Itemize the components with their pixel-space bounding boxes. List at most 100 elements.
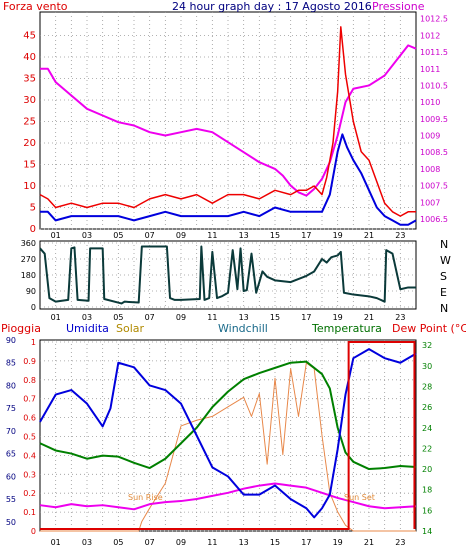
temp-x-tick-13: 13: [239, 538, 249, 547]
wind-ytick-10: 10: [23, 181, 36, 192]
wind-x-tick-17: 17: [301, 231, 311, 240]
temp-x-tick-09: 09: [176, 538, 186, 547]
wind-x-tick-01: 01: [51, 231, 61, 240]
wind-x-tick-11: 11: [207, 231, 217, 240]
direction-x-tick-13: 13: [239, 313, 249, 322]
direction-x-tick-09: 09: [176, 313, 186, 322]
temperature-ytick-24: 24: [422, 424, 432, 433]
wind-ytick-0: 0: [30, 224, 36, 235]
pressure-ytick-1011.5: 1011.5: [420, 48, 448, 57]
rain-ytick-0.7: 0.7: [23, 395, 36, 404]
compass-s: S: [440, 270, 447, 283]
temperature-ytick-14: 14: [422, 527, 432, 536]
direction-x-tick-17: 17: [301, 313, 311, 322]
temp-x-tick-21: 21: [364, 538, 374, 547]
temperature-ytick-22: 22: [422, 444, 432, 453]
temperature-ytick-32: 32: [422, 341, 432, 350]
wind-avg-line: [40, 133, 417, 226]
pressure-ytick-1006.5: 1006.5: [420, 215, 448, 224]
pressure-ytick-1010.5: 1010.5: [420, 81, 448, 90]
temp-x-tick-05: 05: [113, 538, 123, 547]
chart-title: 24 hour graph day : 17 Agosto 2016: [172, 0, 372, 13]
direction-line: [39, 245, 416, 305]
direction-x-tick-19: 19: [333, 313, 343, 322]
temp-x-tick-19: 19: [333, 538, 343, 547]
temp-x-tick-07: 07: [145, 538, 155, 547]
humidity-ytick-70: 70: [6, 427, 16, 436]
pressure-ytick-1009.5: 1009.5: [420, 115, 448, 124]
rain-line: [40, 341, 416, 530]
compass-e: E: [440, 286, 447, 299]
temperature-ytick-16: 16: [422, 506, 432, 515]
temperature-ytick-18: 18: [422, 486, 432, 495]
solar-line: [40, 362, 416, 532]
rain-ytick-0.6: 0.6: [23, 414, 36, 423]
legend-umidita: Umidita: [66, 322, 109, 335]
humidity-ytick-75: 75: [6, 404, 16, 413]
rain-ytick-0.2: 0.2: [23, 489, 36, 498]
compass-w: W: [440, 254, 451, 267]
rain-ytick-0.9: 0.9: [23, 357, 36, 366]
wind-ytick-45: 45: [23, 31, 36, 42]
wind-ytick-5: 5: [30, 203, 36, 214]
direction-x-tick-11: 11: [207, 313, 217, 322]
wind-x-tick-03: 03: [82, 231, 92, 240]
wind-x-tick-19: 19: [333, 231, 343, 240]
direction-x-tick-15: 15: [270, 313, 280, 322]
temp-x-tick-15: 15: [270, 538, 280, 547]
wind-x-tick-21: 21: [364, 231, 374, 240]
temp-x-tick-03: 03: [82, 538, 92, 547]
wind-x-tick-07: 07: [145, 231, 155, 240]
pressure-ytick-1011: 1011: [420, 65, 440, 74]
temp-x-tick-17: 17: [301, 538, 311, 547]
wind-ytick-30: 30: [23, 95, 36, 106]
wind-ytick-40: 40: [23, 52, 36, 63]
temperature-line: [39, 360, 417, 471]
wind-x-tick-09: 09: [176, 231, 186, 240]
humidity-ytick-85: 85: [6, 359, 16, 368]
rain-ytick-0.3: 0.3: [23, 470, 36, 479]
temp-x-tick-23: 23: [395, 538, 405, 547]
direction-x-tick-05: 05: [113, 313, 123, 322]
rain-ytick-0.1: 0.1: [23, 508, 36, 517]
rain-ytick-0.5: 0.5: [23, 433, 36, 442]
humidity-ytick-60: 60: [6, 472, 16, 481]
direction-ytick-360: 360: [21, 239, 36, 248]
direction-x-tick-01: 01: [51, 313, 61, 322]
pressure-ytick-1012.5: 1012.5: [420, 15, 448, 24]
temp-x-tick-01: 01: [51, 538, 61, 547]
dewpoint-line: [39, 482, 417, 511]
wind-x-tick-15: 15: [270, 231, 280, 240]
temperature-ytick-30: 30: [422, 362, 432, 371]
rain-ytick-0.8: 0.8: [23, 376, 36, 385]
temperature-ytick-28: 28: [422, 382, 432, 391]
pressure-ytick-1012: 1012: [420, 31, 440, 40]
temperature-ytick-26: 26: [422, 403, 432, 412]
direction-ytick-270: 270: [21, 255, 36, 264]
wind-x-tick-13: 13: [239, 231, 249, 240]
wind-ytick-20: 20: [23, 138, 36, 149]
direction-ytick-90: 90: [26, 287, 36, 296]
sunset-annotation: Sun Set: [344, 493, 375, 502]
pressure-ytick-1007: 1007: [420, 198, 440, 207]
wind-axis-label: Forza vento: [3, 0, 68, 13]
wind-gust-line: [39, 26, 416, 217]
direction-ytick-0: 0: [31, 303, 36, 312]
wind-x-tick-05: 05: [113, 231, 123, 240]
direction-x-tick-07: 07: [145, 313, 155, 322]
legend-dewpoint: Dew Point (°C): [392, 322, 466, 335]
wind-ytick-15: 15: [23, 160, 36, 171]
direction-x-tick-23: 23: [395, 313, 405, 322]
direction-ytick-180: 180: [21, 271, 36, 280]
compass-n-bottom: N: [440, 302, 448, 315]
temp-x-tick-11: 11: [207, 538, 217, 547]
humidity-ytick-65: 65: [6, 450, 16, 459]
compass-n-top: N: [440, 238, 448, 251]
temperature-ytick-20: 20: [422, 465, 432, 474]
wind-x-tick-23: 23: [395, 231, 405, 240]
humidity-ytick-80: 80: [6, 381, 16, 390]
pressure-ytick-1007.5: 1007.5: [420, 182, 448, 191]
rain-ytick-0.4: 0.4: [23, 451, 36, 460]
rain-ytick-0: 0: [31, 527, 36, 536]
